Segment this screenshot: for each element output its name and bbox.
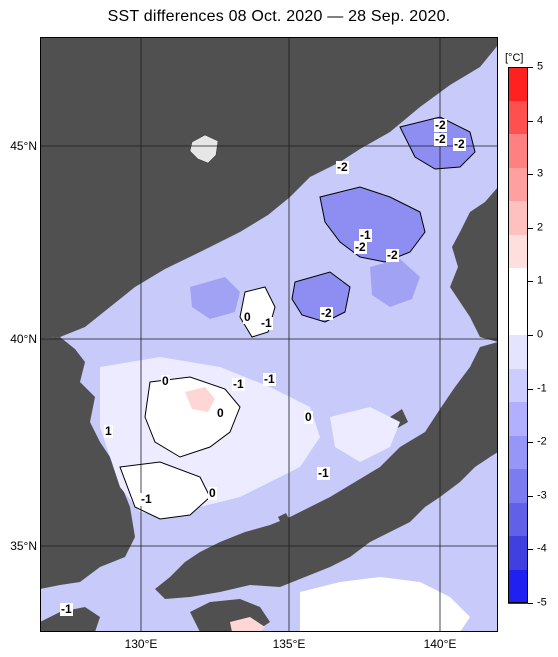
colorbar-segment — [508, 536, 528, 570]
colorbar-tick-label: -2 — [537, 435, 547, 448]
contour-label: -2 — [434, 118, 447, 132]
colorbar-tick-mark — [528, 603, 533, 604]
colorbar-tick-mark — [528, 227, 533, 229]
oki-island-land — [278, 513, 290, 525]
colorbar-tick-mark — [528, 281, 533, 283]
contour-label: -2 — [336, 160, 349, 174]
colorbar-segment — [508, 435, 528, 470]
contour-label: -2 — [354, 240, 367, 254]
contour-label: 1 — [104, 424, 113, 438]
lat-label-35n: 35°N — [10, 539, 37, 553]
colorbar-tick-mark — [528, 388, 533, 390]
colorbar-segment — [508, 167, 528, 202]
lat-label-40n: 40°N — [10, 332, 37, 346]
colorbar-tick-label: 1 — [537, 274, 544, 287]
map-frame — [40, 37, 498, 632]
colorbar-segment — [508, 134, 528, 168]
contour-label: 0 — [216, 406, 225, 420]
colorbar — [508, 67, 528, 604]
cold-area-east — [370, 259, 420, 307]
map-title: SST differences 08 Oct. 2020 — 28 Sep. 2… — [107, 8, 451, 25]
colorbar-tick-label: -4 — [537, 542, 547, 555]
colorbar-tick-label: -1 — [537, 382, 547, 395]
contour-label: -1 — [60, 602, 73, 616]
contour-label: -1 — [232, 377, 245, 391]
colorbar-tick-mark — [528, 67, 533, 68]
contour-label: -2 — [320, 306, 333, 320]
colorbar-segment — [508, 402, 528, 436]
colorbar-segment — [508, 335, 528, 369]
contour-label: -1 — [359, 228, 372, 242]
colorbar-tick-label: 4 — [537, 114, 544, 127]
sst-map-svg — [40, 37, 498, 632]
honshu-land — [155, 342, 498, 599]
colorbar-segment — [508, 268, 528, 302]
cold-area-center — [292, 272, 350, 322]
sst-map — [40, 37, 498, 632]
contour-label: -1 — [140, 492, 153, 506]
contour-line-neg1-center — [239, 286, 276, 338]
contour-line-zero-southwest — [119, 461, 211, 520]
colorbar-unit: [°C] — [505, 52, 524, 64]
colorbar-tick-label: 2 — [537, 221, 544, 234]
contour-label: -1 — [263, 372, 276, 386]
colorbar-tick-label: 0 — [537, 328, 544, 341]
contour-line-neg2-north — [319, 186, 426, 263]
colorbar-segment — [508, 201, 528, 235]
asian-continent-land — [40, 37, 498, 339]
positive-anomaly-bottom — [230, 617, 265, 632]
colorbar-tick-label: -3 — [537, 489, 547, 502]
contour-label: 0 — [243, 310, 252, 324]
cold-area-north — [320, 187, 425, 262]
colorbar-segment — [508, 100, 528, 135]
lon-label-130e: 130°E — [124, 637, 158, 651]
island-land — [189, 134, 219, 164]
hokkaido-land — [450, 187, 498, 342]
warm-area-east — [330, 407, 400, 462]
colorbar-tick-mark — [528, 495, 533, 497]
lon-label-140e: 140°E — [423, 637, 457, 651]
colorbar-segment — [508, 368, 528, 403]
neutral-area-bottom — [300, 577, 470, 632]
colorbar-tick-mark — [528, 549, 533, 551]
contour-label: -2 — [453, 137, 466, 151]
contour-label: -1 — [260, 316, 273, 330]
contour-line-zero-south — [144, 376, 241, 458]
colorbar-segment — [508, 502, 528, 537]
lon-label-135e: 135°E — [272, 637, 306, 651]
colorbar-segment — [508, 67, 528, 101]
contour-label: 0 — [304, 410, 313, 424]
lat-label-45n: 45°N — [10, 139, 37, 153]
colorbar-tick-label: 5 — [537, 60, 544, 73]
neutral-area-south — [145, 377, 240, 457]
contour-label: -2 — [434, 132, 447, 146]
colorbar-tick-mark — [528, 442, 533, 444]
colorbar-tick-mark — [528, 120, 533, 122]
colorbar-segment — [508, 569, 528, 604]
colorbar-tick-mark — [528, 174, 533, 176]
colorbar-frame — [508, 67, 528, 603]
graticule — [40, 37, 498, 632]
colorbar-tick-label: -5 — [537, 596, 547, 609]
colorbar-segment — [508, 301, 528, 336]
contour-label: -2 — [386, 248, 399, 262]
colorbar-tick-label: 3 — [537, 167, 544, 180]
colorbar-segment — [508, 469, 528, 503]
cold-area-west — [190, 277, 240, 319]
contour-label: -1 — [317, 466, 330, 480]
contour-label: 0 — [208, 486, 217, 500]
contour-label: 0 — [161, 374, 170, 388]
korean-peninsula-land — [40, 337, 135, 589]
positive-anomaly-area — [185, 387, 215, 412]
colorbar-tick-mark — [528, 335, 533, 336]
contour-line-neg2-center — [291, 271, 351, 323]
colorbar-segment — [508, 234, 528, 269]
kyushu-land — [40, 607, 100, 632]
